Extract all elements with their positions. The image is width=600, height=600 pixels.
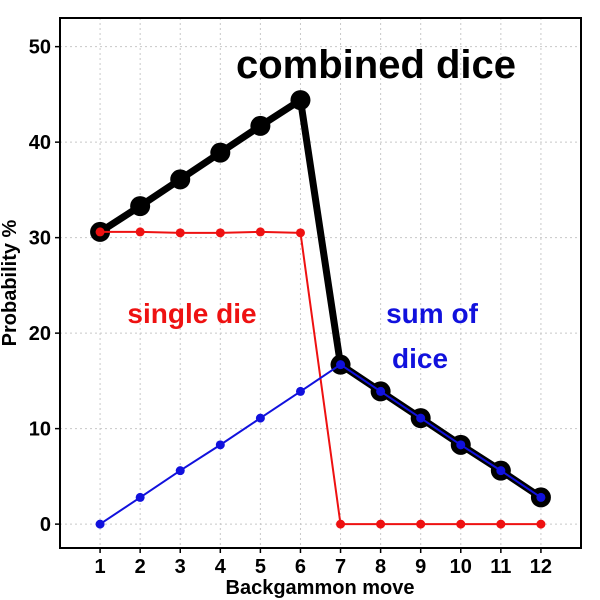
single-die-point <box>496 519 506 529</box>
y-tick-label: 50 <box>29 37 51 59</box>
x-tick-label: 2 <box>135 556 146 578</box>
sum-of-dice-point <box>456 440 466 450</box>
single-die-point <box>95 227 105 237</box>
combined-dice-point <box>130 196 151 217</box>
sum-of-dice-point <box>376 386 386 396</box>
y-tick-label: 30 <box>29 228 51 250</box>
series-layer <box>90 90 551 529</box>
x-tick-label: 12 <box>530 556 552 578</box>
x-tick-label: 11 <box>490 556 511 578</box>
x-tick-label: 5 <box>255 556 266 578</box>
sum-of-dice-point <box>255 413 265 423</box>
sum-of-dice-point <box>215 440 225 450</box>
sum-of-dice-point <box>295 386 305 396</box>
single-die-point <box>536 519 546 529</box>
series-sum-of-dice <box>95 360 546 529</box>
x-tick-label: 8 <box>375 556 386 578</box>
sum-of-dice-annotation-line2: dice <box>392 343 448 374</box>
sum-of-dice-point <box>496 466 506 476</box>
sum-of-dice-point <box>536 492 546 502</box>
y-axis-title: Probability % <box>0 219 21 346</box>
combined-dice-point <box>290 90 311 111</box>
single-die-point <box>135 227 145 237</box>
plot-frame <box>59 17 582 549</box>
combined-dice-point <box>250 115 271 136</box>
y-tick-label: 10 <box>29 419 51 441</box>
x-tick-label: 6 <box>295 556 306 578</box>
combined-dice-point <box>210 142 231 163</box>
single-die-annotation: single die <box>127 298 256 329</box>
single-die-point <box>175 228 185 238</box>
x-tick-label: 7 <box>335 556 346 578</box>
x-axis-title: Backgammon move <box>226 577 415 599</box>
x-tick-label: 1 <box>95 556 106 578</box>
single-die-point <box>416 519 426 529</box>
single-die-point <box>295 228 305 238</box>
x-tick-label: 9 <box>415 556 426 578</box>
y-tick-label: 40 <box>29 132 51 154</box>
combined-dice-annotation: combined dice <box>236 43 516 87</box>
sum-of-dice-point <box>175 466 185 476</box>
single-die-point <box>336 519 346 529</box>
single-die-point <box>376 519 386 529</box>
sum-of-dice-line <box>99 363 542 526</box>
sum-of-dice-point <box>95 519 105 529</box>
sum-of-dice-point <box>336 360 346 370</box>
sum-of-dice-point <box>416 413 426 423</box>
y-tick-label: 0 <box>40 514 51 536</box>
y-tick-label: 20 <box>29 323 51 345</box>
single-die-point <box>255 227 265 237</box>
x-tick-label: 3 <box>175 556 186 578</box>
sum-of-dice-point <box>135 492 145 502</box>
combined-dice-point <box>170 169 191 190</box>
single-die-point <box>456 519 466 529</box>
sum-of-dice-annotation-line1: sum of <box>386 298 478 329</box>
x-tick-label: 4 <box>215 556 227 578</box>
x-tick-label: 10 <box>450 556 472 578</box>
single-die-point <box>215 228 225 238</box>
